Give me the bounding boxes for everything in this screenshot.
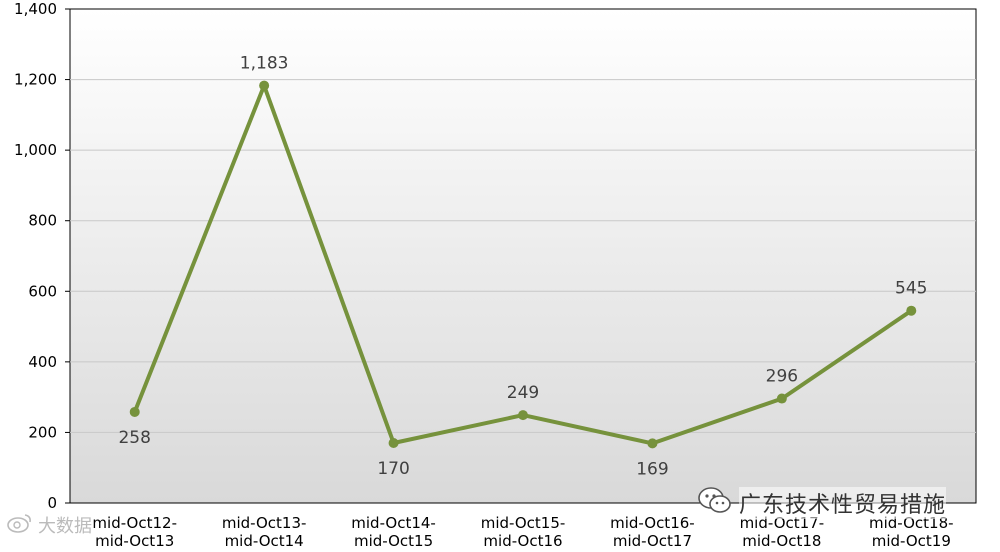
- data-label: 169: [636, 459, 668, 479]
- plot-area: [69, 8, 977, 504]
- series-layer: [129, 80, 917, 449]
- x-tick-label: mid-Oct16-mid-Oct17: [610, 514, 695, 548]
- y-tick-label: 600: [28, 282, 57, 300]
- y-tick-label: 1,000: [14, 141, 57, 159]
- y-tick-label: 1,200: [14, 71, 57, 89]
- data-labels: 258 1,183 170 249 169 296 545: [118, 54, 927, 480]
- y-tick-label: 0: [47, 494, 57, 512]
- wechat-watermark: 广东技术性贸易措施: [697, 486, 947, 520]
- wechat-icon: [697, 486, 733, 520]
- y-axis-tick-labels: 0 200 400 600 800 1,000 1,200 1,400: [14, 0, 70, 512]
- data-label: 170: [377, 459, 409, 479]
- data-point: [776, 393, 787, 404]
- y-tick-label: 800: [28, 212, 57, 230]
- data-label: 258: [118, 428, 150, 448]
- data-label: 249: [507, 383, 539, 403]
- gridlines: [70, 79, 976, 433]
- weibo-watermark: 大数据: [6, 512, 92, 538]
- x-tick-label: mid-Oct15-mid-Oct16: [481, 514, 566, 548]
- data-point: [259, 80, 270, 91]
- y-tick-label: 1,400: [14, 0, 57, 18]
- data-point: [647, 438, 658, 449]
- x-tick-label: mid-Oct12-mid-Oct13: [92, 514, 177, 548]
- data-label: 545: [895, 279, 927, 299]
- data-point: [518, 410, 528, 421]
- data-point: [388, 438, 399, 449]
- x-axis-tick-labels: mid-Oct12-mid-Oct13 mid-Oct13-mid-Oct14 mi…: [92, 514, 953, 550]
- data-label: 296: [766, 367, 798, 387]
- y-tick-label: 200: [28, 423, 57, 441]
- y-tick-label: 400: [28, 353, 57, 371]
- wechat-watermark-text: 广东技术性贸易措施: [739, 487, 947, 519]
- data-point: [129, 406, 140, 417]
- weibo-watermark-text: 大数据: [38, 516, 92, 537]
- x-tick-label: mid-Oct14-mid-Oct15: [351, 514, 436, 548]
- weibo-icon: [6, 512, 34, 538]
- data-point: [906, 305, 917, 316]
- data-label: 1,183: [240, 54, 289, 74]
- x-tick-label: mid-Oct13-mid-Oct14: [222, 514, 307, 548]
